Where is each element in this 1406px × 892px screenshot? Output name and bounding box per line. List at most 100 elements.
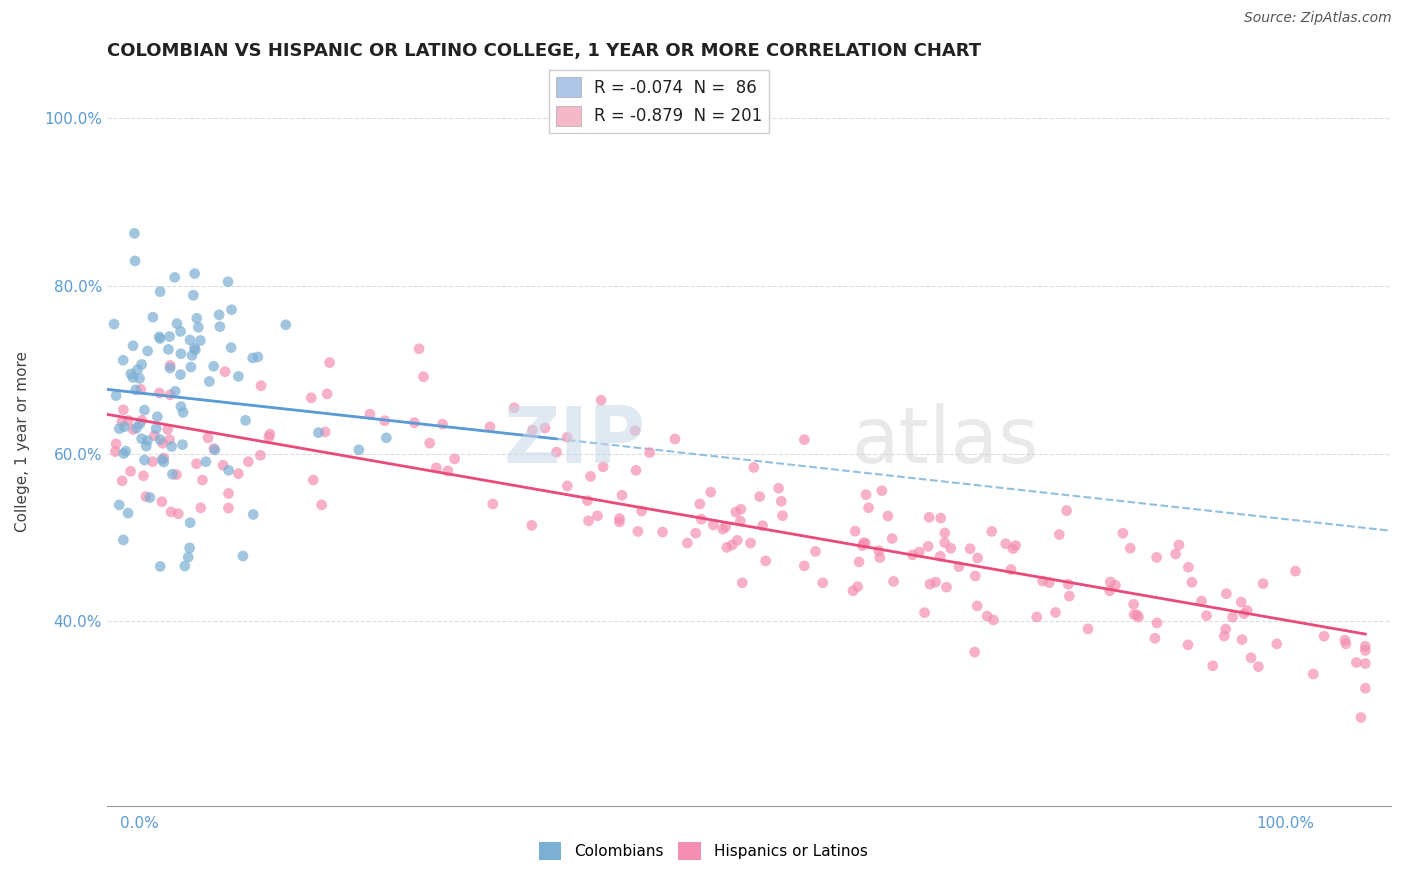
- Point: [1236, 603, 1258, 617]
- Point: [842, 583, 865, 598]
- Point: [700, 485, 723, 500]
- Point: [103, 317, 125, 331]
- Point: [1077, 622, 1099, 636]
- Point: [152, 451, 174, 466]
- Point: [311, 498, 333, 512]
- Point: [166, 467, 188, 482]
- Point: [194, 455, 217, 469]
- Point: [108, 498, 131, 512]
- Point: [924, 575, 946, 590]
- Point: [1104, 578, 1126, 592]
- Point: [883, 574, 905, 589]
- Point: [1213, 629, 1236, 643]
- Text: 0.0%: 0.0%: [120, 816, 159, 830]
- Point: [204, 442, 226, 457]
- Point: [725, 533, 748, 548]
- Point: [238, 455, 260, 469]
- Point: [846, 580, 869, 594]
- Point: [221, 302, 243, 317]
- Point: [183, 267, 205, 281]
- Point: [901, 548, 924, 562]
- Point: [1168, 538, 1191, 552]
- Point: [730, 514, 752, 528]
- Point: [980, 524, 1002, 539]
- Point: [876, 509, 898, 524]
- Point: [1000, 562, 1022, 576]
- Point: [131, 413, 153, 427]
- Point: [1251, 576, 1274, 591]
- Point: [1025, 610, 1047, 624]
- Point: [179, 541, 201, 555]
- Point: [149, 332, 172, 346]
- Point: [557, 479, 579, 493]
- Point: [1230, 595, 1253, 609]
- Point: [121, 370, 143, 384]
- Point: [198, 375, 221, 389]
- Point: [432, 417, 454, 432]
- Point: [160, 505, 183, 519]
- Point: [868, 543, 890, 558]
- Point: [112, 533, 135, 547]
- Point: [314, 425, 336, 439]
- Point: [1047, 527, 1070, 541]
- Point: [112, 446, 135, 460]
- Point: [651, 525, 673, 540]
- Point: [935, 580, 957, 594]
- Point: [165, 384, 187, 399]
- Point: [172, 437, 194, 451]
- Point: [104, 444, 127, 458]
- Point: [983, 613, 1005, 627]
- Point: [1177, 560, 1199, 574]
- Point: [157, 343, 180, 357]
- Point: [187, 320, 209, 334]
- Point: [408, 342, 430, 356]
- Point: [1313, 629, 1336, 643]
- Point: [1119, 541, 1142, 556]
- Point: [142, 310, 165, 325]
- Point: [1128, 610, 1150, 624]
- Point: [166, 317, 188, 331]
- Point: [197, 431, 219, 445]
- Point: [882, 532, 904, 546]
- Point: [122, 422, 145, 436]
- Point: [576, 493, 599, 508]
- Point: [716, 541, 738, 555]
- Point: [302, 473, 325, 487]
- Point: [191, 473, 214, 487]
- Point: [963, 645, 986, 659]
- Point: [811, 575, 834, 590]
- Point: [111, 474, 134, 488]
- Point: [135, 490, 157, 504]
- Point: [1222, 610, 1244, 624]
- Point: [1233, 607, 1256, 621]
- Point: [228, 369, 250, 384]
- Point: [702, 517, 724, 532]
- Point: [169, 325, 191, 339]
- Point: [219, 341, 242, 355]
- Point: [1346, 656, 1368, 670]
- Point: [929, 549, 952, 564]
- Point: [770, 494, 793, 508]
- Point: [853, 536, 876, 550]
- Point: [939, 541, 962, 556]
- Legend: Colombians, Hispanics or Latinos: Colombians, Hispanics or Latinos: [533, 836, 873, 866]
- Point: [724, 505, 747, 519]
- Point: [299, 391, 322, 405]
- Point: [318, 356, 340, 370]
- Point: [721, 538, 744, 552]
- Point: [965, 569, 987, 583]
- Point: [676, 536, 699, 550]
- Point: [375, 431, 398, 445]
- Point: [520, 518, 543, 533]
- Point: [793, 433, 815, 447]
- Point: [177, 550, 200, 565]
- Point: [184, 343, 207, 357]
- Point: [359, 407, 381, 421]
- Point: [609, 515, 631, 529]
- Point: [181, 348, 204, 362]
- Point: [948, 559, 970, 574]
- Point: [934, 535, 956, 549]
- Point: [146, 409, 169, 424]
- Point: [918, 510, 941, 524]
- Point: [186, 457, 208, 471]
